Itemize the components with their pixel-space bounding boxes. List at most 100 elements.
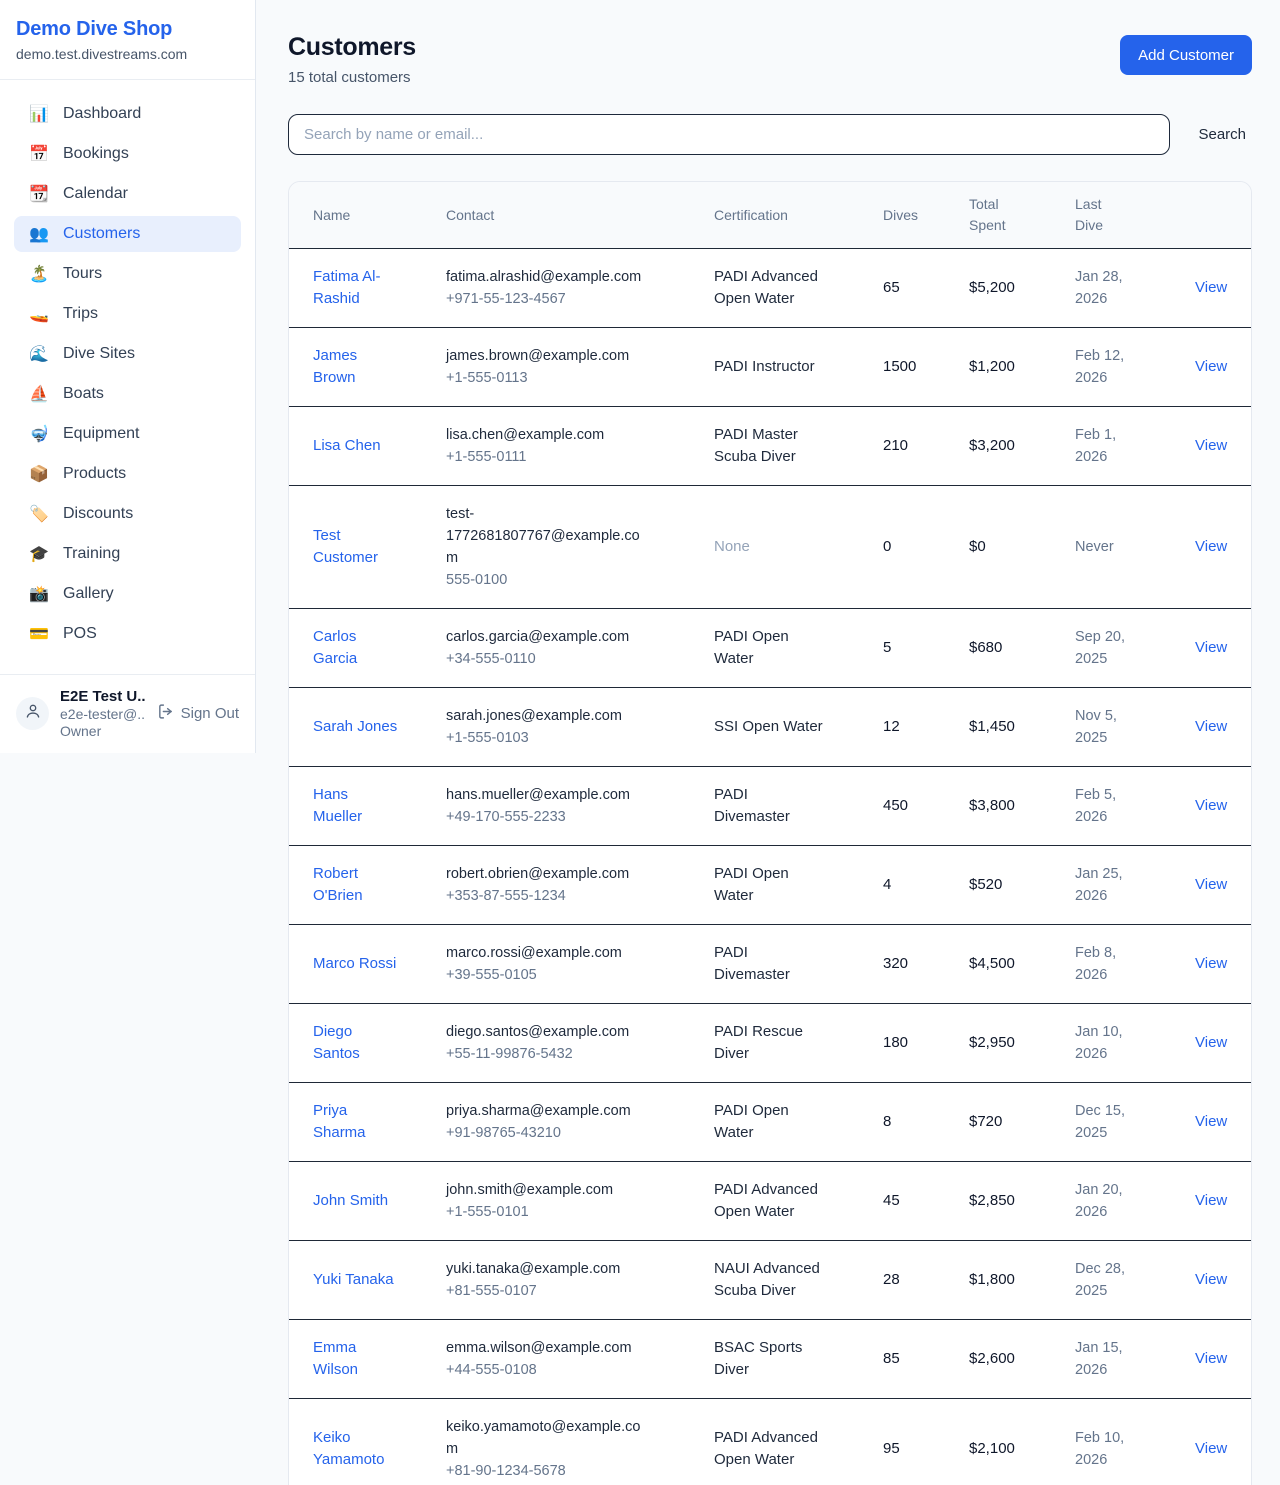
customer-name-link[interactable]: Fatima Al-Rashid (313, 268, 381, 307)
avatar (16, 697, 49, 730)
customer-total-spent: $1,200 (957, 327, 1063, 407)
view-link[interactable]: View (1195, 1271, 1228, 1288)
customer-name-link[interactable]: Test Customer (313, 527, 379, 566)
view-link[interactable]: View (1195, 538, 1228, 555)
customer-name-link[interactable]: Hans Mueller (313, 786, 363, 825)
dive-sites-icon: 🌊 (29, 344, 49, 363)
customer-total-spent: $2,100 (969, 1440, 1015, 1457)
customer-email: keiko.yamamoto@example.com (446, 1419, 641, 1457)
sidebar-item-customers[interactable]: 👥 Customers (14, 216, 241, 252)
view-link[interactable]: View (1195, 876, 1228, 893)
sidebar-item-equipment[interactable]: 🤿 Equipment (14, 416, 241, 452)
sidebar-item-discounts[interactable]: 🏷️ Discounts (14, 496, 241, 532)
customer-certification: None (702, 485, 871, 609)
customer-certification: NAUI Advanced Scuba Diver (702, 1240, 871, 1320)
customer-name-link[interactable]: Diego Santos (313, 1023, 360, 1062)
sign-out-button[interactable]: Sign Out (157, 703, 239, 724)
view-link[interactable]: View (1195, 1034, 1228, 1051)
customer-certification: PADI Advanced Open Water (702, 1161, 871, 1241)
customer-last-dive: Dec 28, 2025 (1063, 1240, 1170, 1320)
sidebar-item-dive-sites[interactable]: 🌊 Dive Sites (14, 336, 241, 372)
gallery-icon: 📸 (29, 584, 49, 603)
sidebar-item-label: Trips (63, 305, 98, 322)
customer-email: john.smith@example.com (446, 1182, 614, 1198)
table-row: Fatima Al-Rashid fatima.alrashid@example… (289, 248, 1251, 328)
sidebar-item-trips[interactable]: 🚤 Trips (14, 296, 241, 332)
customer-name-link[interactable]: Sarah Jones (313, 718, 398, 735)
customer-total-spent: $4,500 (957, 924, 1063, 1004)
column-header-dives: Dives (871, 182, 957, 249)
customer-name-link[interactable]: John Smith (313, 1192, 389, 1209)
search-button[interactable]: Search (1192, 118, 1252, 151)
customer-last-dive: Never (1063, 485, 1170, 609)
customer-name-link[interactable]: Yuki Tanaka (313, 1271, 394, 1288)
table-row: Carlos Garcia carlos.garcia@example.com … (289, 608, 1251, 688)
view-link[interactable]: View (1195, 358, 1228, 375)
customer-name-link[interactable]: Keiko Yamamoto (313, 1429, 385, 1468)
customer-name-link[interactable]: Lisa Chen (313, 437, 381, 454)
customer-name-link[interactable]: Marco Rossi (313, 955, 397, 972)
customer-certification: PADI Advanced Open Water (714, 1429, 818, 1468)
sidebar-item-tours[interactable]: 🏝️ Tours (14, 256, 241, 292)
customer-name-link[interactable]: Carlos Garcia (313, 628, 358, 667)
customer-dives: 1500 (871, 327, 957, 407)
customer-email: marco.rossi@example.com (446, 945, 622, 961)
view-link[interactable]: View (1195, 1113, 1228, 1130)
customer-total-spent: $680 (957, 608, 1063, 688)
customer-name-link[interactable]: James Brown (313, 347, 358, 386)
table-row: Yuki Tanaka yuki.tanaka@example.com +81-… (289, 1240, 1251, 1320)
customer-phone: +34-555-0110 (446, 651, 536, 667)
customer-phone: +81-90-1234-5678 (446, 1463, 566, 1479)
customer-total-spent: $5,200 (957, 248, 1063, 328)
sidebar-item-calendar[interactable]: 📆 Calendar (14, 176, 241, 212)
view-link[interactable]: View (1195, 1350, 1228, 1367)
boats-icon: ⛵ (29, 384, 49, 403)
view-link[interactable]: View (1195, 1440, 1228, 1457)
sidebar-item-label: Boats (63, 385, 104, 402)
sidebar-item-label: Dive Sites (63, 345, 136, 362)
sidebar-item-gallery[interactable]: 📸 Gallery (14, 576, 241, 612)
view-link[interactable]: View (1195, 955, 1228, 972)
view-link[interactable]: View (1195, 718, 1228, 735)
customer-email: carlos.garcia@example.com (446, 629, 630, 645)
customer-dives: 450 (871, 766, 957, 846)
customer-total-spent: $0 (957, 485, 1063, 609)
customer-certification: PADI Instructor (702, 327, 871, 407)
sidebar-item-training[interactable]: 🎓 Training (14, 536, 241, 572)
add-customer-button[interactable]: Add Customer (1120, 35, 1252, 75)
view-link[interactable]: View (1195, 437, 1228, 454)
column-header-actions (1170, 182, 1251, 249)
sidebar-item-bookings[interactable]: 📅 Bookings (14, 136, 241, 172)
sidebar-item-label: Customers (63, 225, 141, 242)
customer-name-link[interactable]: Priya Sharma (313, 1102, 366, 1141)
customer-last-dive: Nov 5, 2025 (1063, 687, 1170, 767)
customer-name-link[interactable]: Robert O'Brien (313, 865, 363, 904)
sidebar-item-pos[interactable]: 💳 POS (14, 616, 241, 652)
customer-email: robert.obrien@example.com (446, 866, 630, 882)
page-header-text: Customers 15 total customers (288, 33, 416, 86)
user-name: E2E Test U... (60, 688, 146, 705)
view-link[interactable]: View (1195, 797, 1228, 814)
customer-last-dive: Feb 1, 2026 (1063, 406, 1170, 486)
sidebar-item-boats[interactable]: ⛵ Boats (14, 376, 241, 412)
customer-name-link[interactable]: Emma Wilson (313, 1339, 359, 1378)
sidebar: Demo Dive Shop demo.test.divestreams.com… (0, 0, 256, 753)
sidebar-item-label: Calendar (63, 185, 128, 202)
customer-certification: SSI Open Water (702, 687, 871, 767)
training-icon: 🎓 (29, 544, 49, 563)
customer-last-dive: Feb 8, 2026 (1063, 924, 1170, 1004)
sidebar-item-products[interactable]: 📦 Products (14, 456, 241, 492)
sidebar-item-dashboard[interactable]: 📊 Dashboard (14, 96, 241, 132)
customer-last-dive: Jan 28, 2026 (1063, 248, 1170, 328)
pos-icon: 💳 (29, 624, 49, 643)
user-email: e2e-tester@... (60, 706, 146, 722)
customer-certification: PADI Divemaster (702, 924, 871, 1004)
view-link[interactable]: View (1195, 639, 1228, 656)
view-link[interactable]: View (1195, 1192, 1228, 1209)
search-input[interactable] (288, 114, 1171, 155)
customer-phone: +353-87-555-1234 (446, 888, 566, 904)
customer-total-spent: $2,600 (957, 1319, 1063, 1399)
customer-certification: PADI Master Scuba Diver (702, 406, 871, 486)
view-link[interactable]: View (1195, 279, 1228, 296)
customer-phone: +49-170-555-2233 (446, 809, 566, 825)
